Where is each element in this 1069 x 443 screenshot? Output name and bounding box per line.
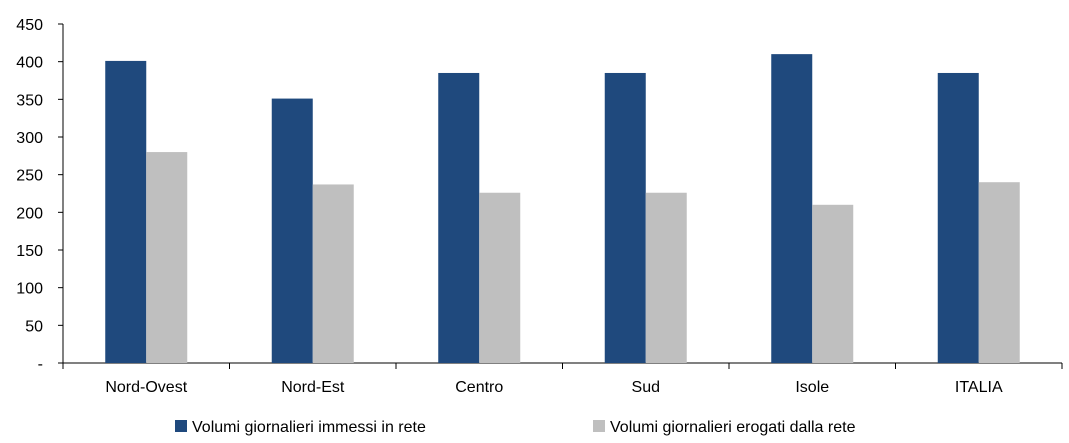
legend: Volumi giornalieri immessi in rete Volumi… — [175, 419, 856, 436]
legend-swatch-0 — [175, 420, 187, 432]
bar-erogati-0 — [146, 152, 188, 363]
x-tick-label: ITALIA — [955, 379, 1003, 396]
bar-erogati-2 — [479, 192, 521, 363]
bar-immessi-5 — [937, 72, 979, 363]
legend-swatch-1 — [593, 420, 605, 432]
y-tick-label: 400 — [16, 55, 43, 72]
y-tick-label: - — [38, 356, 43, 373]
x-tick-label: Nord-Est — [281, 379, 345, 396]
x-tick-label: Nord-Ovest — [105, 379, 187, 396]
legend-label-0: Volumi giornalieri immessi in rete — [192, 419, 426, 436]
x-tick-label: Isole — [795, 379, 829, 396]
y-tick-label: 450 — [16, 17, 43, 34]
y-tick-label: 150 — [16, 243, 43, 260]
bar-erogati-4 — [812, 204, 854, 363]
bar-immessi-2 — [438, 72, 480, 363]
bar-immessi-0 — [105, 60, 147, 364]
y-tick-label: 100 — [16, 281, 43, 298]
y-axis: - 50 100 150 200 250 300 350 400 450 — [16, 17, 64, 373]
legend-label-1: Volumi giornalieri erogati dalla rete — [610, 419, 856, 436]
bars — [105, 54, 1020, 364]
y-tick-label: 350 — [16, 92, 43, 109]
bar-immessi-3 — [604, 72, 646, 363]
bar-erogati-3 — [645, 192, 687, 363]
x-tick-label: Centro — [455, 379, 503, 396]
x-axis: Nord-Ovest Nord-Est Centro Sud Isole ITALIA — [58, 362, 1063, 396]
y-tick-label: 250 — [16, 168, 43, 185]
y-tick-label: 300 — [16, 130, 43, 147]
bar-immessi-1 — [271, 98, 313, 363]
bar-erogati-1 — [312, 184, 354, 363]
y-tick-label: 200 — [16, 205, 43, 222]
y-tick-label: 50 — [25, 318, 43, 335]
bar-erogati-5 — [978, 182, 1020, 363]
bar-immessi-4 — [771, 54, 813, 364]
x-tick-label: Sud — [632, 379, 660, 396]
